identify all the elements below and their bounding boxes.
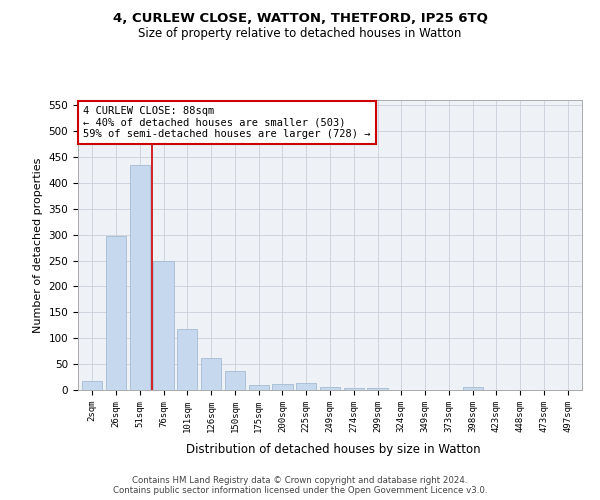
Y-axis label: Number of detached properties: Number of detached properties [33,158,43,332]
Bar [82,380,103,390]
Bar [225,371,245,390]
Bar [367,388,388,390]
Bar [320,387,340,390]
Text: Contains HM Land Registry data © Crown copyright and database right 2024.
Contai: Contains HM Land Registry data © Crown c… [113,476,487,495]
Text: Size of property relative to detached houses in Watton: Size of property relative to detached ho… [139,28,461,40]
Text: 4 CURLEW CLOSE: 88sqm
← 40% of detached houses are smaller (503)
59% of semi-det: 4 CURLEW CLOSE: 88sqm ← 40% of detached … [83,106,371,139]
Text: Distribution of detached houses by size in Watton: Distribution of detached houses by size … [185,442,481,456]
Bar [154,260,173,390]
Text: 4, CURLEW CLOSE, WATTON, THETFORD, IP25 6TQ: 4, CURLEW CLOSE, WATTON, THETFORD, IP25 … [113,12,487,26]
Bar [201,358,221,390]
Bar [130,164,150,390]
Bar [106,236,126,390]
Bar [248,385,269,390]
Bar [344,388,364,390]
Bar [296,384,316,390]
Bar [272,384,293,390]
Bar [177,329,197,390]
Bar [463,388,483,390]
